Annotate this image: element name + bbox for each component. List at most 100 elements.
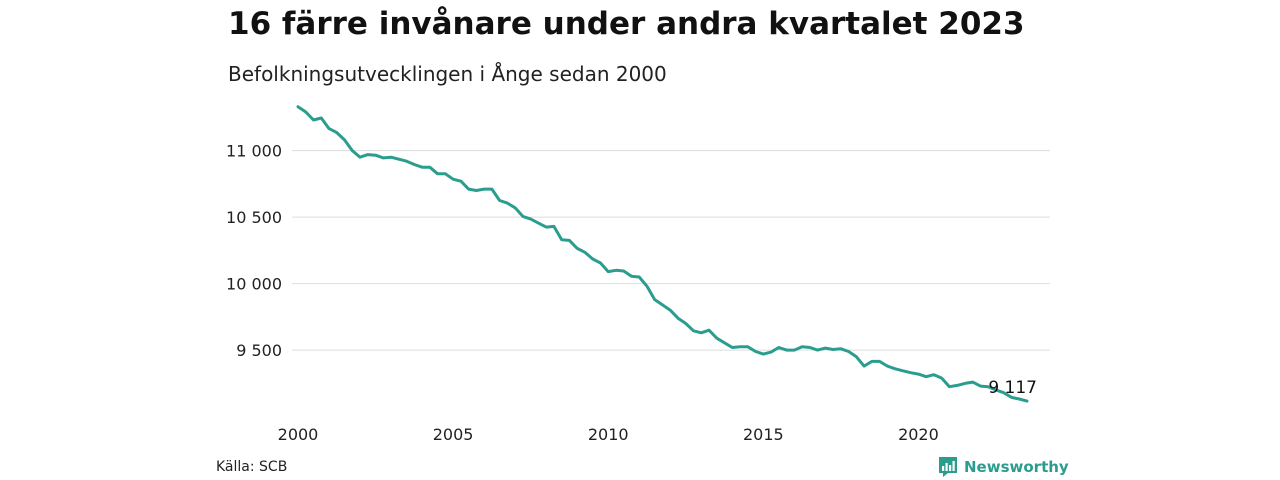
data-point [367,153,369,155]
data-point [646,285,648,287]
data-point [452,178,454,180]
data-point [374,154,376,156]
data-point [615,269,617,271]
data-point [343,139,345,141]
data-point [972,381,974,383]
data-point [421,166,423,168]
data-point [894,368,896,370]
x-axis-ticks: 2000 2005 2010 2015 2020 [278,425,939,444]
data-point [909,372,911,374]
x-tick-label: 2005 [433,425,474,444]
y-axis-ticks: 9 500 10 000 10 500 11 000 [226,142,282,361]
data-point [708,329,710,331]
data-point [754,350,756,352]
data-label-layer: 9 117 [988,378,1037,398]
data-point [855,356,857,358]
data-point [762,353,764,355]
source-note: Källa: SCB [216,459,288,475]
data-point [305,111,307,113]
data-point [320,117,322,119]
data-point [692,330,694,332]
data-point [785,349,787,351]
data-point [405,160,407,162]
data-point [816,349,818,351]
data-point [1018,398,1020,400]
data-point [731,346,733,348]
data-point [793,349,795,351]
data-point [886,365,888,367]
data-point [623,270,625,272]
data-point [491,188,493,190]
data-point [560,239,562,241]
data-point [514,207,516,209]
data-point [716,337,718,339]
newsworthy-logo-icon [939,457,957,477]
series-layer [296,105,1029,403]
data-point [506,202,508,204]
data-point [460,180,462,182]
data-point [925,376,927,378]
data-point [964,382,966,384]
data-point [599,262,601,264]
data-point [878,360,880,362]
data-point [871,360,873,362]
data-point [778,346,780,348]
data-point [863,365,865,367]
chart-subtitle: Befolkningsutvecklingen i Ånge sedan 200… [228,62,667,86]
data-point [475,189,477,191]
data-point [498,199,500,201]
data-point [902,370,904,372]
data-point [940,377,942,379]
brand-logo: Newsworthy [938,456,1069,478]
data-point [739,346,741,348]
data-point [824,347,826,349]
data-point [677,317,679,319]
data-point [669,309,671,311]
x-tick-label: 2010 [588,425,629,444]
data-point [336,131,338,133]
data-point [592,258,594,260]
data-point [382,157,384,159]
data-point [956,384,958,386]
data-point [933,374,935,376]
data-point [436,173,438,175]
data-point [747,346,749,348]
data-point [607,270,609,272]
data-point [770,351,772,353]
data-point [529,218,531,220]
data-point [979,385,981,387]
data-point [328,127,330,129]
data-point [390,156,392,158]
data-point [917,373,919,375]
data-point [576,247,578,249]
data-point [398,158,400,160]
data-point [801,346,803,348]
data-point [685,322,687,324]
chart-title: 16 färre invånare under andra kvartalet … [228,6,1025,42]
y-tick-label: 10 000 [226,275,282,294]
data-point [661,304,663,306]
data-point [568,239,570,241]
data-point [351,149,353,151]
data-point [537,222,539,224]
data-point [467,188,469,190]
y-tick-label: 11 000 [226,142,282,161]
x-tick-label: 2020 [898,425,939,444]
data-point [413,163,415,165]
last-value-label: 9 117 [988,378,1037,398]
data-point [545,226,547,228]
data-point [630,275,632,277]
grid-layer [292,150,1050,351]
data-point [429,166,431,168]
data-point [700,332,702,334]
data-point [809,346,811,348]
data-point [483,188,485,190]
data-point [723,342,725,344]
data-point [522,215,524,217]
x-tick-label: 2015 [743,425,784,444]
x-tick-label: 2000 [278,425,319,444]
data-point [847,350,849,352]
data-point [654,298,656,300]
data-point [584,251,586,253]
